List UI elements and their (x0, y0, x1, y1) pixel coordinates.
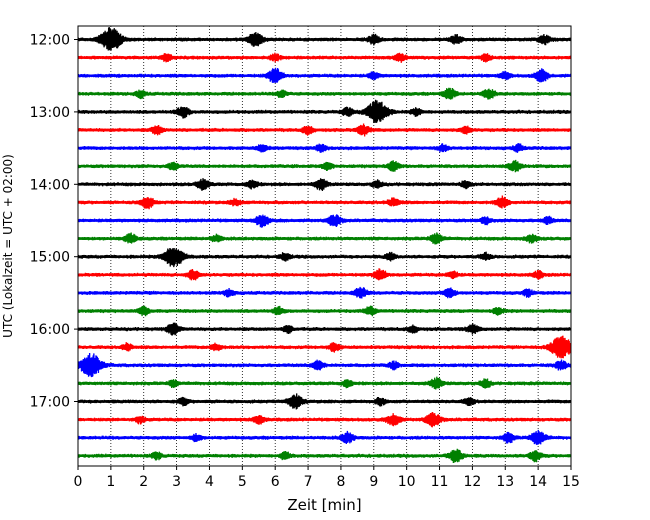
y-axis-label: UTC (Lokalzeit = UTC + 02:00) (1, 154, 15, 338)
x-tick-label: 10 (398, 474, 416, 490)
y-tick-label: 16:00 (30, 322, 70, 338)
x-tick-label: 13 (496, 474, 514, 490)
x-axis-label: Zeit [min] (287, 496, 361, 514)
x-tick-label: 12 (463, 474, 481, 490)
x-tick-label: 9 (369, 474, 378, 490)
plot-frame (77, 25, 572, 467)
x-tick-label: 0 (74, 474, 83, 490)
x-tick-label: 14 (529, 474, 547, 490)
x-tick-label: 8 (336, 474, 345, 490)
x-tick-label: 3 (172, 474, 181, 490)
y-tick-label: 12:00 (30, 33, 70, 49)
y-tick-label: 14:00 (30, 177, 70, 193)
x-tick-label: 2 (139, 474, 148, 490)
x-tick-label: 1 (106, 474, 115, 490)
x-tick-label: 15 (562, 474, 580, 490)
y-tick-label: 15:00 (30, 250, 70, 266)
x-tick-label: 5 (238, 474, 247, 490)
grid-lines (110, 26, 539, 466)
x-tick-label: 11 (431, 474, 449, 490)
y-tick-label: 13:00 (30, 105, 70, 121)
x-tick-label: 4 (205, 474, 214, 490)
y-tick-label: 17:00 (30, 395, 70, 411)
trace-group (78, 27, 571, 464)
axis-ticks: 0 1 2 3 4 5 6 7 8 9 10 11 12 13 14 1512:0013:0014:0015:… (30, 33, 580, 491)
x-tick-label: 6 (271, 474, 280, 490)
x-tick-label: 7 (304, 474, 313, 490)
